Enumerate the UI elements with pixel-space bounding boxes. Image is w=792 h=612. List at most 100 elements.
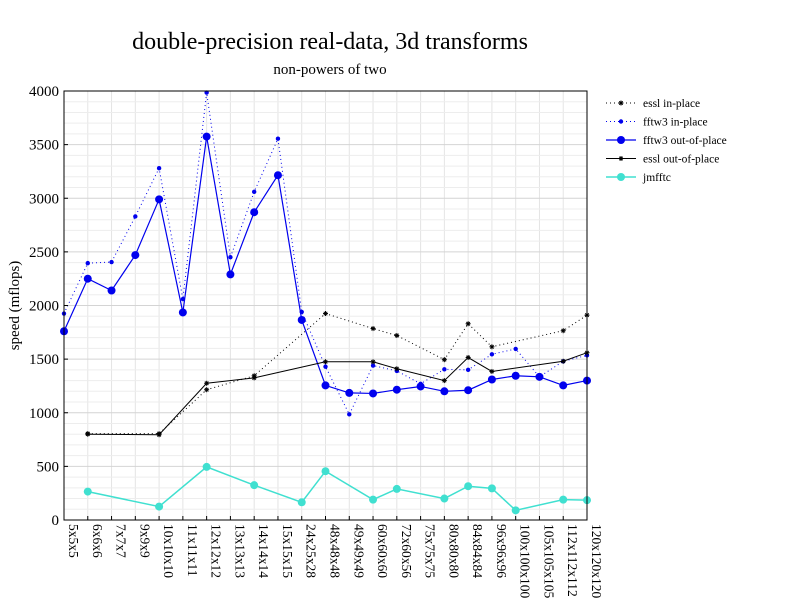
legend-label: fftw3 in-place: [643, 117, 708, 129]
x-tick-label: 7x7x7: [114, 524, 129, 558]
legend-label: essl in-place: [643, 98, 700, 110]
data-point: [345, 388, 354, 397]
y-tick-label: 0: [52, 513, 60, 529]
data-point: [156, 166, 162, 171]
y-tick-label: 2000: [29, 299, 59, 315]
star-marker: [618, 100, 624, 106]
data-point: [250, 481, 259, 490]
star-marker: [323, 311, 328, 317]
x-tick-label: 84x84x84: [470, 524, 485, 578]
y-tick-label: 3500: [29, 138, 59, 154]
data-point: [618, 119, 624, 124]
star-marker: [465, 321, 471, 327]
data-point: [297, 315, 306, 324]
legend-entry: essl in-place: [606, 98, 700, 110]
data-point: [369, 495, 378, 504]
data-point: [133, 214, 138, 219]
star-stroke: [370, 359, 376, 364]
data-point: [226, 270, 235, 279]
star-stroke: [561, 359, 566, 364]
star-marker: [441, 357, 447, 363]
star-marker: [204, 380, 210, 386]
star-marker: [251, 375, 257, 381]
data-point: [535, 372, 544, 381]
data-point: [155, 195, 164, 204]
data-point: [109, 259, 114, 265]
x-tick-label: 6x6x6: [90, 524, 105, 558]
star-marker: [394, 366, 400, 372]
star-stroke: [204, 381, 209, 386]
legend-label: essl out-of-place: [643, 154, 719, 166]
x-tick-label: 9x9x9: [137, 524, 152, 558]
star-marker: [560, 328, 566, 334]
x-tick-label: 96x96x96: [494, 524, 509, 578]
data-point: [440, 494, 449, 503]
series-line: [87, 466, 588, 512]
data-point: [464, 482, 473, 491]
data-point: [323, 364, 328, 369]
y-tick-label: 4000: [29, 84, 59, 100]
y-tick-label: 500: [37, 459, 60, 475]
x-tick-label: 100x100x100: [518, 524, 533, 599]
star-marker: [441, 378, 447, 384]
data-point: [297, 498, 306, 507]
y-tick-label: 1000: [29, 406, 59, 422]
star-stroke: [466, 355, 471, 360]
star-marker: [489, 368, 495, 374]
axes: 5x5x5 6x6x6 7x7x7 9x9x9 10x10x10 11x11x11 12x1…: [7, 84, 604, 599]
legend-label: jmfftc: [642, 172, 671, 184]
data-point: [273, 171, 282, 180]
data-point: [416, 382, 425, 391]
x-tick-label: 13x13x13: [232, 524, 247, 578]
x-tick-label: 12x12x12: [209, 524, 224, 578]
legend-label: fftw3 out-of-place: [643, 135, 727, 147]
star-stroke: [394, 366, 399, 371]
star-marker: [560, 358, 566, 364]
y-tick-label: 1500: [29, 352, 59, 368]
x-tick-label: 11x11x11: [185, 524, 200, 577]
legend-entry: fftw3 in-place: [606, 117, 708, 129]
star-marker: [489, 344, 495, 350]
series-group: [60, 90, 591, 515]
star-marker: [85, 431, 91, 437]
data-point: [202, 132, 211, 141]
x-tick-label: 15x15x15: [280, 524, 295, 578]
data-point: [204, 90, 209, 95]
data-point: [465, 367, 471, 373]
x-tick-label: 60x60x60: [375, 524, 390, 578]
grid: [63, 91, 588, 520]
data-point: [559, 381, 568, 390]
data-point: [347, 412, 352, 417]
data-point: [440, 387, 449, 396]
data-point: [559, 495, 568, 504]
data-point: [513, 346, 518, 352]
star-marker: [323, 359, 328, 365]
legend: essl in-place fftw3 in-place fftw3 out-of-…: [606, 98, 727, 184]
x-tick-label: 80x80x80: [446, 524, 461, 578]
star-stroke: [618, 100, 624, 106]
series-4: [83, 462, 591, 515]
data-point: [275, 136, 281, 141]
data-point: [83, 274, 92, 283]
data-point: [228, 255, 233, 260]
data-point: [617, 173, 625, 181]
data-point: [83, 487, 92, 496]
star-stroke: [466, 321, 471, 326]
x-tick-label: 24x25x28: [304, 524, 319, 578]
x-tick-label: 14x14x14: [256, 524, 271, 578]
star-stroke: [442, 378, 447, 383]
data-point: [511, 371, 520, 380]
x-tick-label: 10x10x10: [161, 524, 176, 578]
y-axis-label: speed (mflops): [7, 261, 23, 351]
star-stroke: [561, 328, 566, 333]
data-point: [392, 484, 401, 493]
data-point: [107, 286, 116, 295]
data-point: [250, 208, 259, 217]
x-tick-label: 72x60x56: [399, 524, 414, 578]
data-point: [178, 308, 187, 317]
data-point: [369, 389, 378, 398]
x-tick-label: 75x75x75: [423, 524, 438, 578]
x-tick-label: 49x49x49: [351, 524, 366, 578]
x-tick-label: 120x120x120: [589, 524, 604, 599]
